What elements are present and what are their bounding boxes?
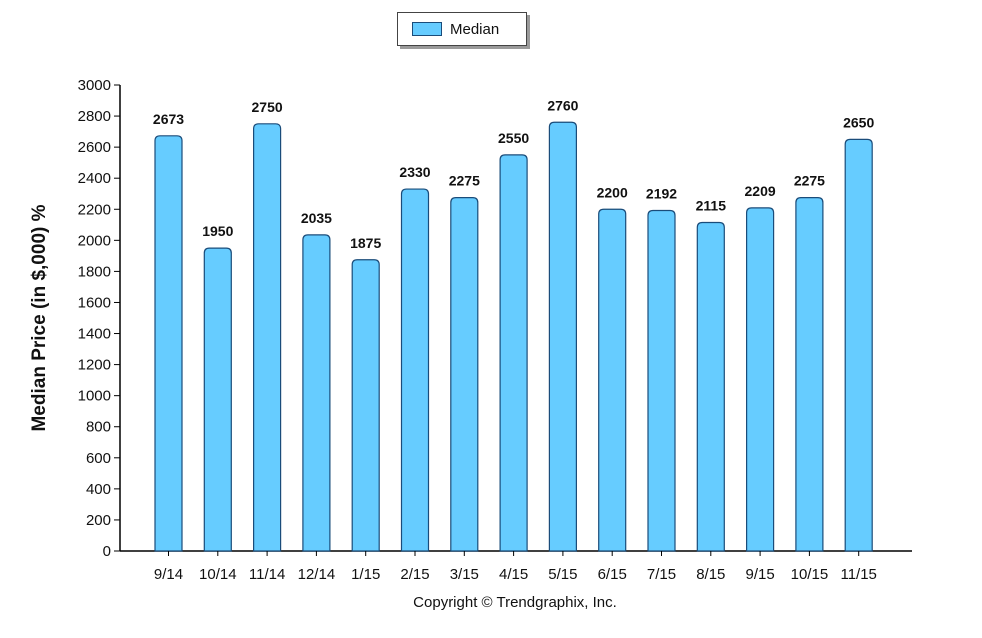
y-tick-label: 200 [86, 512, 111, 529]
bar-11/14 [253, 123, 282, 552]
x-tick-label: 9/15 [745, 566, 774, 583]
x-tick-label: 5/15 [548, 566, 577, 583]
legend-swatch-median [412, 22, 442, 36]
data-label: 1875 [350, 235, 381, 251]
bar-8/15 [696, 221, 725, 552]
data-label: 2209 [745, 183, 776, 199]
x-tick-label: 10/14 [199, 566, 237, 583]
y-tick-label: 1600 [78, 294, 111, 311]
bar-10/15 [795, 197, 824, 552]
data-label: 2035 [301, 210, 332, 226]
x-tick-label: 8/15 [696, 566, 725, 583]
data-label: 2275 [794, 173, 825, 189]
y-tick-label: 600 [86, 450, 111, 467]
chart-legend: Median [397, 12, 527, 46]
y-tick-label: 0 [103, 543, 111, 560]
x-tick-label: 2/15 [400, 566, 429, 583]
bar-6/15 [598, 208, 627, 552]
y-tick-label: 800 [86, 419, 111, 436]
data-label: 2275 [449, 173, 480, 189]
y-tick-label: 2200 [78, 201, 111, 218]
bar-1/15 [351, 259, 380, 552]
y-tick-label: 2600 [78, 139, 111, 156]
bar-7/15 [647, 209, 676, 552]
bar-9/15 [746, 207, 775, 552]
y-tick-label: 2000 [78, 232, 111, 249]
bar-5/15 [548, 121, 577, 552]
y-tick-label: 3000 [78, 77, 111, 94]
x-tick-label: 1/15 [351, 566, 380, 583]
data-label: 2115 [696, 197, 727, 213]
y-tick-label: 400 [86, 481, 111, 498]
bar-9/14 [154, 135, 183, 552]
x-tick-label: 9/14 [154, 566, 183, 583]
y-tick-label: 2400 [78, 170, 111, 187]
data-label: 2673 [153, 111, 184, 127]
data-label: 2192 [646, 186, 677, 202]
bar-10/14 [203, 247, 232, 552]
data-label: 2650 [843, 114, 874, 130]
data-label: 2550 [498, 130, 529, 146]
y-tick-label: 1000 [78, 388, 111, 405]
y-tick-label: 1200 [78, 357, 111, 374]
y-axis-title: Median Price (in $,000) % [29, 204, 50, 431]
x-tick-label: 11/14 [249, 566, 285, 583]
x-tick-label: 3/15 [450, 566, 479, 583]
legend-label-median: Median [450, 20, 500, 38]
data-label: 2330 [399, 164, 430, 180]
bar-2/15 [400, 188, 430, 552]
data-label: 2200 [597, 184, 628, 200]
bar-11/15 [844, 138, 873, 552]
x-tick-label: 6/15 [598, 566, 627, 583]
x-tick-label: 10/15 [791, 566, 829, 583]
data-label: 1950 [202, 223, 233, 239]
bar-3/15 [450, 197, 479, 552]
bar-4/15 [499, 154, 528, 552]
y-tick-label: 2800 [78, 108, 111, 125]
bar-12/14 [302, 234, 331, 552]
y-tick-label: 1800 [78, 263, 111, 280]
x-tick-label: 7/15 [647, 566, 676, 583]
data-label: 2750 [252, 99, 283, 115]
copyright-text: Copyright © Trendgraphix, Inc. [413, 594, 617, 611]
x-tick-label: 11/15 [840, 566, 876, 583]
y-tick-label: 1400 [78, 326, 111, 343]
data-label: 2760 [547, 97, 578, 113]
x-tick-label: 12/14 [298, 566, 336, 583]
x-tick-label: 4/15 [499, 566, 528, 583]
